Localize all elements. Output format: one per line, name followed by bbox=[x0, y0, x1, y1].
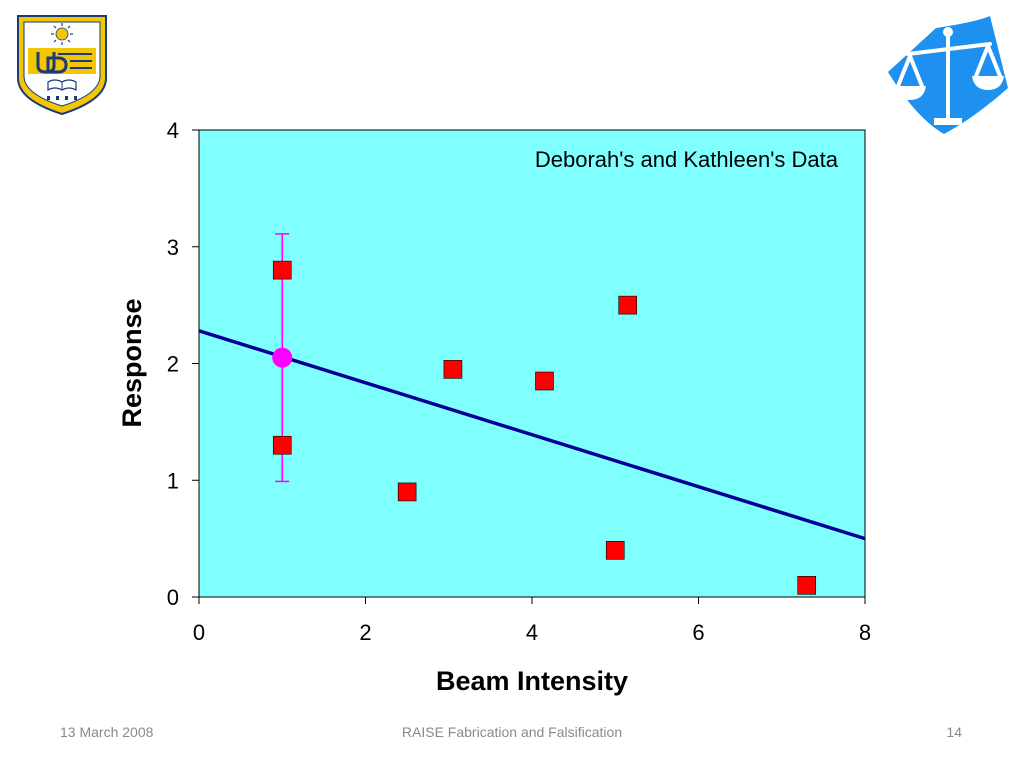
plot-area bbox=[198, 129, 866, 598]
data-point-4 bbox=[535, 371, 554, 391]
trend-line bbox=[198, 329, 866, 541]
footer-date: 13 March 2008 bbox=[60, 724, 154, 740]
university-of-delaware-logo bbox=[17, 15, 107, 116]
data-point-2 bbox=[397, 482, 417, 502]
page-number: 14 bbox=[946, 724, 962, 740]
data-point-5 bbox=[618, 295, 638, 315]
x-axis-ticks: 0 2 4 6 8 bbox=[193, 597, 871, 645]
scales-of-justice-logo bbox=[888, 16, 1008, 134]
y-tick-label-1: 1 bbox=[167, 468, 179, 493]
x-tick-label-4: 8 bbox=[859, 620, 871, 645]
data-point-1 bbox=[272, 435, 292, 455]
data-point-6 bbox=[605, 540, 625, 560]
y-axis-label: Response bbox=[117, 298, 147, 427]
data-point-3 bbox=[443, 360, 463, 379]
x-tick-label-1: 2 bbox=[359, 620, 371, 645]
x-tick-label-3: 6 bbox=[692, 620, 704, 645]
y-tick-label-0: 0 bbox=[167, 585, 179, 610]
x-tick-label-0: 0 bbox=[193, 620, 205, 645]
data-points bbox=[272, 260, 817, 595]
y-axis-ticks: 0 1 2 3 4 bbox=[167, 118, 199, 610]
y-tick-label-4: 4 bbox=[167, 118, 179, 143]
y-tick-label-2: 2 bbox=[167, 352, 179, 377]
y-tick-label-3: 3 bbox=[167, 235, 179, 260]
footer-title: RAISE Fabrication and Falsification bbox=[401, 724, 623, 740]
data-point-7 bbox=[797, 576, 817, 595]
mean-point bbox=[272, 347, 293, 368]
data-point-0 bbox=[272, 260, 292, 280]
x-tick-label-2: 4 bbox=[526, 620, 538, 645]
x-axis-label: Beam Intensity bbox=[436, 666, 628, 696]
chart-title: Deborah's and Kathleen's Data bbox=[535, 147, 839, 172]
